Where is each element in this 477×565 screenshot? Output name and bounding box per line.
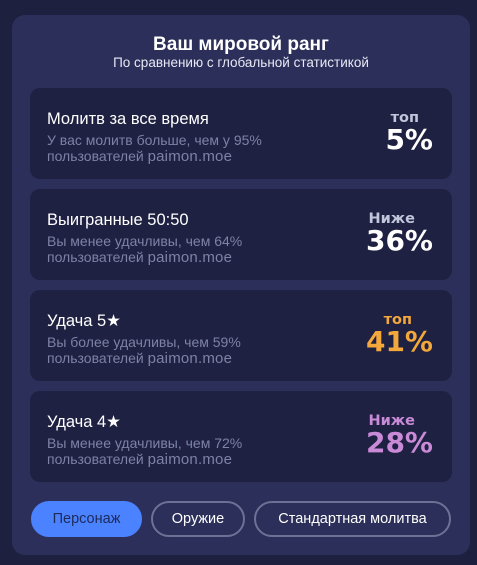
- card-desc-line1: Вы менее удачливы, чем 64%: [47, 233, 243, 249]
- banner-type-tabs: Персонаж Оружие Стандартная молитва: [12, 501, 470, 537]
- card-description: Вы менее удачливы, чем 64% пользователей…: [47, 233, 307, 266]
- card-description: Вы менее удачливы, чем 72% пользователей…: [47, 435, 307, 468]
- card-description: У вас молитв больше, чем у 95% пользоват…: [47, 132, 307, 165]
- tab-character[interactable]: Персонаж: [31, 501, 142, 537]
- brand-text: paimon.moe: [147, 451, 233, 468]
- world-rank-panel: Ваш мировой ранг По сравнению с глобальн…: [12, 15, 470, 555]
- rank-label: топ: [383, 312, 412, 328]
- rank-value: 41%: [365, 325, 433, 358]
- rank-card-luck-5star: Удача 5★ Вы более удачливы, чем 59% поль…: [30, 290, 452, 381]
- card-desc-line2: пользователей: [47, 451, 144, 467]
- card-description: Вы более удачливы, чем 59% пользователей…: [47, 334, 307, 367]
- brand-text: paimon.moe: [147, 249, 233, 266]
- card-desc-line1: Вы менее удачливы, чем 72%: [47, 435, 243, 451]
- card-desc-line2: пользователей: [47, 148, 144, 164]
- card-desc-line1: Вы более удачливы, чем 59%: [47, 334, 241, 350]
- panel-subtitle: По сравнению с глобальной статистикой: [113, 55, 369, 70]
- card-desc-line2: пользователей: [47, 249, 144, 265]
- tab-standard-wish[interactable]: Стандартная молитва: [254, 501, 451, 537]
- rank-label: топ: [390, 110, 419, 126]
- panel-title: Ваш мировой ранг: [153, 34, 329, 55]
- card-title: Удача 5★: [47, 312, 121, 330]
- card-desc-line2: пользователей: [47, 350, 144, 366]
- card-title: Выигранные 50:50: [47, 211, 189, 229]
- rank-card-5050-won: Выигранные 50:50 Вы менее удачливы, чем …: [30, 189, 452, 280]
- rank-card-total-wishes: Молитв за все время У вас молитв больше,…: [30, 88, 452, 179]
- brand-text: paimon.moe: [147, 148, 233, 165]
- card-title: Удача 4★: [47, 413, 121, 431]
- rank-label: Ниже: [368, 413, 415, 429]
- rank-card-luck-4star: Удача 4★ Вы менее удачливы, чем 72% поль…: [30, 391, 452, 482]
- card-title: Молитв за все время: [47, 110, 209, 128]
- rank-value: 36%: [365, 224, 433, 257]
- brand-text: paimon.moe: [147, 350, 233, 367]
- tab-weapon[interactable]: Оружие: [151, 501, 245, 537]
- rank-value: 28%: [365, 426, 433, 459]
- rank-label: Ниже: [368, 211, 415, 227]
- card-desc-line1: У вас молитв больше, чем у 95%: [47, 132, 262, 148]
- rank-value: 5%: [385, 123, 433, 156]
